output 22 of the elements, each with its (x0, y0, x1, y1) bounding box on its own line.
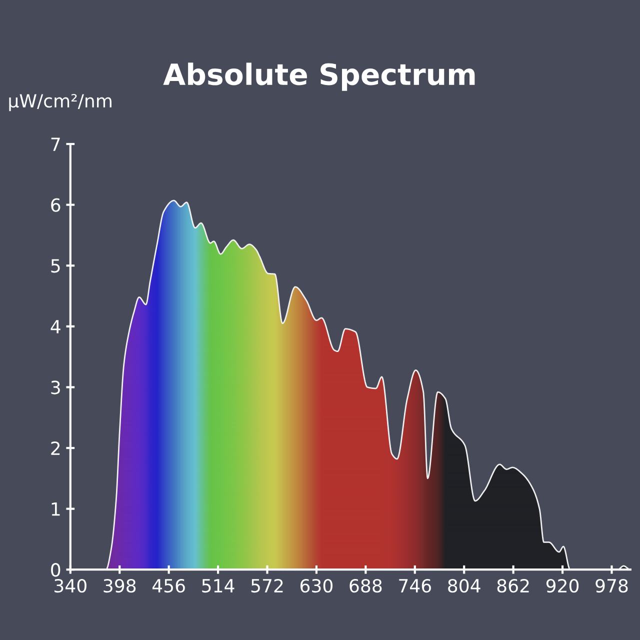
chart-title: Absolute Spectrum (163, 62, 475, 91)
x-tick-label: 456 (152, 578, 185, 593)
y-tick-label: 1 (52, 502, 60, 516)
y-tick-label: 5 (51, 259, 60, 273)
y-tick-label: 6 (51, 198, 60, 212)
x-tick-label: 746 (399, 578, 431, 593)
y-tick-label: 2 (51, 441, 60, 455)
x-tick-label: 862 (497, 578, 529, 593)
y-tick-label: 0 (51, 563, 60, 577)
y-tick-label: 7 (51, 138, 60, 151)
x-tick-label: 688 (350, 578, 382, 593)
x-tick-label: 920 (546, 578, 579, 593)
x-tick-label: 398 (104, 578, 136, 593)
y-tick-label: 4 (50, 320, 60, 334)
x-tick-label: 340 (54, 578, 86, 593)
x-tick-label: 572 (251, 578, 283, 593)
y-axis-title: μW/cm²/nm (9, 94, 112, 112)
y-tick-label: 3 (51, 380, 60, 394)
x-tick-label: 514 (202, 579, 234, 593)
x-tick-label: 978 (596, 578, 628, 593)
x-tick-label: 630 (300, 578, 332, 593)
x-tick-label: 804 (448, 578, 480, 593)
